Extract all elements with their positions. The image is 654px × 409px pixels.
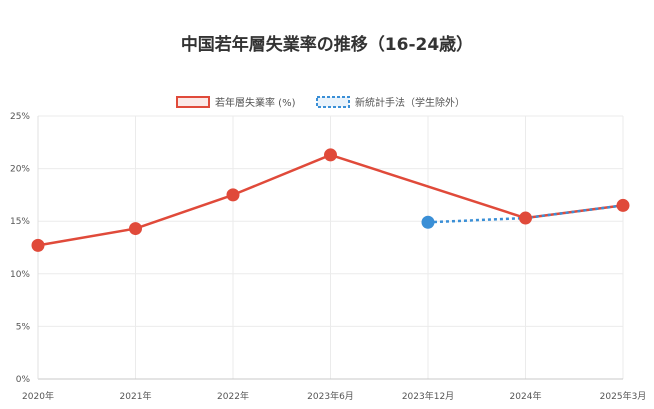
series-line-1 bbox=[37, 153, 624, 247]
chart-title: 中国若年層失業率の推移（16-24歳） bbox=[180, 35, 474, 55]
data-point-series-1 bbox=[324, 148, 337, 162]
legend-label-1: 若年層失業率 (%) bbox=[215, 96, 296, 109]
x-tick-label: 2025年3月 bbox=[600, 390, 647, 402]
y-tick-label: 0% bbox=[16, 375, 31, 385]
x-tick-label: 2020年 bbox=[22, 390, 54, 402]
data-point-series-1 bbox=[129, 222, 142, 236]
legend-swatch-1 bbox=[176, 96, 210, 108]
legend-label-2: 新統計手法（学生除外） bbox=[355, 96, 465, 109]
data-point-series-1 bbox=[226, 188, 240, 202]
data-point-series-2 bbox=[421, 215, 435, 229]
data-point-series-1 bbox=[31, 238, 45, 252]
legend-swatch-2 bbox=[316, 96, 350, 108]
x-tick-label: 2022年 bbox=[217, 390, 249, 402]
x-tick-label: 2023年12月 bbox=[402, 390, 454, 402]
x-tick-label: 2024年 bbox=[510, 390, 542, 402]
y-tick-label: 15% bbox=[10, 217, 30, 227]
data-point-series-1 bbox=[519, 211, 532, 225]
y-tick-label: 5% bbox=[16, 322, 31, 332]
x-tick-label: 2023年6月 bbox=[307, 390, 354, 402]
y-tick-label: 25% bbox=[10, 112, 30, 122]
y-tick-label: 10% bbox=[10, 270, 30, 280]
y-tick-label: 20% bbox=[10, 165, 30, 175]
x-tick-label: 2021年 bbox=[120, 390, 152, 402]
data-point-series-1 bbox=[616, 198, 630, 212]
